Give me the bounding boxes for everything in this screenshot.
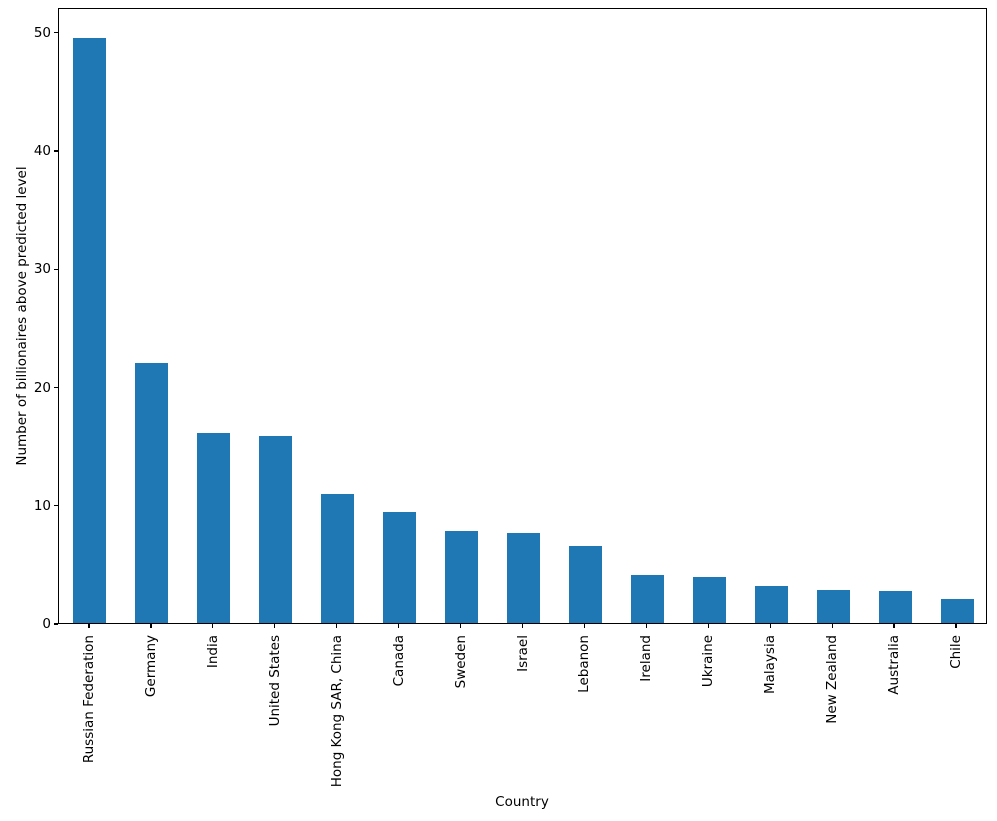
y-tick-label-30: 30 [33,261,51,278]
bar-canada [383,511,417,623]
bar-ukraine [692,576,726,623]
x-tick-label-australia: Australia [886,635,903,695]
y-tick-label-20: 20 [33,379,51,396]
bar-new-zealand [816,589,850,623]
x-tick-mark [150,624,152,628]
bar-germany [135,362,169,623]
y-tick-label-0: 0 [42,616,51,632]
x-tick-mark [583,624,586,628]
x-tick-label-new-zealand: New Zealand [824,635,841,724]
y-tick-label-50: 50 [33,24,51,41]
y-axis-title: Number of billionaires above predicted l… [14,166,30,466]
x-tick-label-malaysia: Malaysia [762,635,779,694]
y-tick-mark [54,505,58,507]
x-tick-mark [274,624,276,628]
bar-chile [940,599,974,623]
bar-australia [878,591,912,623]
y-tick-mark [54,386,58,389]
x-tick-label-india: India [204,635,221,669]
x-tick-label-united-states: United States [266,635,283,727]
y-tick-mark [54,268,58,270]
y-tick-mark [54,623,58,625]
bar-lebanon [568,546,602,623]
x-axis-title: Country [495,794,549,810]
x-tick-label-sweden: Sweden [452,635,469,689]
x-tick-mark [212,624,214,628]
x-tick-label-ukraine: Ukraine [700,635,717,688]
bar-india [197,432,231,623]
x-tick-mark [88,624,90,628]
x-tick-mark [397,624,400,628]
bar-russian-federation [73,37,107,623]
x-tick-label-chile: Chile [948,635,965,669]
x-tick-label-israel: Israel [514,635,531,672]
x-tick-label-hong-kong-sar-china: Hong Kong SAR, China [328,635,345,788]
y-tick-label-10: 10 [33,497,51,514]
plot-area [58,8,987,624]
x-tick-label-canada: Canada [390,635,407,687]
x-tick-mark [707,624,709,628]
bar-hong-kong-sar-china [321,494,355,623]
y-tick-mark [54,32,58,34]
bar-malaysia [754,586,788,623]
x-tick-label-germany: Germany [142,635,159,698]
y-tick-label-40: 40 [33,143,51,160]
x-tick-label-ireland: Ireland [638,635,655,682]
x-tick-mark [459,624,462,628]
x-tick-label-lebanon: Lebanon [576,635,593,693]
x-tick-mark [893,624,895,628]
bar-sweden [445,530,479,623]
x-tick-mark [955,624,957,628]
x-tick-mark [645,624,647,628]
y-tick-mark [54,150,58,152]
x-tick-mark [769,624,771,628]
x-tick-label-russian-federation: Russian Federation [80,635,97,764]
x-tick-mark [521,624,524,628]
x-tick-mark [831,624,833,628]
x-tick-mark [336,624,338,628]
bar-united-states [259,436,293,623]
bar-ireland [630,574,664,623]
bar-israel [507,533,540,623]
